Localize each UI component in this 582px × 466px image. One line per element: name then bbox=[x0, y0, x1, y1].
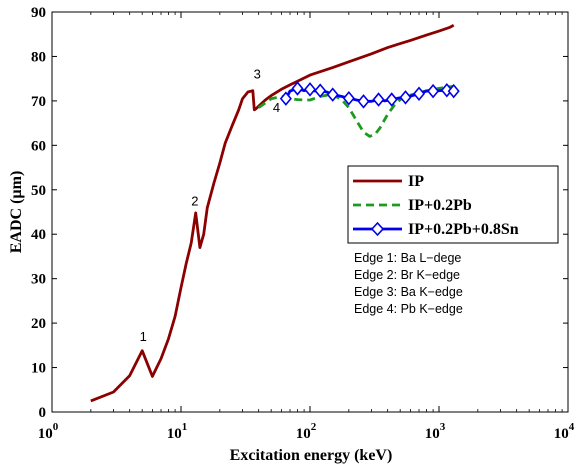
x-tick-label: 103 bbox=[425, 421, 446, 442]
x-tick-label: 101 bbox=[167, 421, 188, 442]
y-tick-label: 60 bbox=[31, 138, 46, 154]
y-tick-label: 30 bbox=[31, 272, 46, 288]
series-ip-pb-sn-marker bbox=[447, 83, 460, 99]
x-tick-exponent: 3 bbox=[440, 421, 446, 433]
series-ip-pb-sn-marker bbox=[372, 92, 385, 107]
series-ip-pb-sn-marker bbox=[412, 86, 426, 102]
annotations: 1 2 3 4 bbox=[140, 67, 280, 344]
series-ip-line bbox=[90, 24, 455, 403]
note-edge-3: Edge 3: Ba K−edge bbox=[354, 285, 463, 299]
y-tick-label: 0 bbox=[39, 405, 47, 421]
x-tick-label: 100 bbox=[38, 421, 59, 442]
legend-label-ip: IP bbox=[408, 173, 424, 190]
edge-annotation: 2 bbox=[191, 193, 198, 208]
note-edge-2: Edge 2: Br K−edge bbox=[354, 268, 460, 282]
y-tick-label: 50 bbox=[31, 183, 46, 199]
series-ip-pb-sn-marker bbox=[342, 90, 355, 106]
series-ip-pb-sn-marker bbox=[427, 83, 440, 99]
series-layer bbox=[90, 24, 460, 403]
series-ip-pb-sn-marker bbox=[357, 94, 370, 109]
series-ip-pb-sn-marker bbox=[279, 91, 292, 106]
legend-label-sn: IP+0.2Pb+0.8Sn bbox=[408, 221, 519, 238]
x-tick-label: 102 bbox=[296, 421, 317, 442]
x-axis-label: Excitation energy (keV) bbox=[230, 447, 393, 464]
y-tick-label: 40 bbox=[31, 227, 46, 243]
y-tick-label: 20 bbox=[31, 316, 46, 332]
edge-notes: Edge 1: Ba L−dege Edge 2: Br K−edge Edge… bbox=[354, 251, 463, 316]
edge-annotation: 3 bbox=[254, 67, 261, 82]
y-tick-label: 80 bbox=[31, 49, 46, 65]
x-tick-label: 104 bbox=[554, 421, 575, 442]
x-tick-exponent: 2 bbox=[311, 421, 317, 433]
series-ip-pb-sn-marker bbox=[314, 83, 327, 98]
note-edge-4: Edge 4: Pb K−edge bbox=[354, 302, 463, 316]
series-ip-pb-sn-marker bbox=[303, 82, 317, 97]
x-tick-exponent: 0 bbox=[53, 421, 59, 433]
y-tick-label: 70 bbox=[31, 94, 46, 110]
legend-marker-sn bbox=[370, 221, 385, 237]
x-tick-exponent: 1 bbox=[182, 421, 188, 433]
series-ip-pb-sn-marker bbox=[291, 81, 304, 96]
note-edge-1: Edge 1: Ba L−dege bbox=[354, 251, 461, 265]
series-ip-pb-sn-marker bbox=[399, 90, 412, 105]
y-tick-label: 10 bbox=[31, 361, 46, 377]
y-axis-label: EADC (µm) bbox=[8, 171, 25, 254]
legend: IP IP+0.2Pb IP+0.2Pb+0.8Sn bbox=[347, 165, 559, 244]
y-tick-label: 90 bbox=[31, 5, 46, 21]
edge-annotation: 1 bbox=[140, 329, 147, 344]
edge-annotation: 4 bbox=[273, 100, 280, 115]
legend-label-pb: IP+0.2Pb bbox=[408, 197, 472, 214]
series-ip-pb-sn-marker bbox=[385, 92, 398, 107]
x-tick-exponent: 4 bbox=[569, 421, 575, 433]
series-ip-pb-sn-marker bbox=[326, 87, 339, 102]
